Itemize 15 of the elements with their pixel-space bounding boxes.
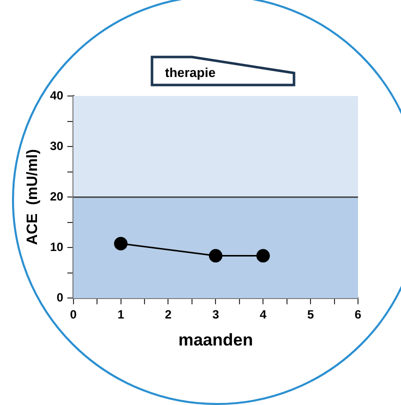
y-tick-label: 0 [56,290,64,305]
x-tick-label: 5 [307,308,314,322]
text: therapie [165,65,216,80]
x-tick-label: 2 [164,308,172,322]
x-tick-label: 3 [212,308,220,322]
y-tick-label: 40 [50,88,64,102]
x-tick-label: 0 [70,308,78,322]
x-axis-title: maanden [178,330,253,350]
x-tick-label: 6 [354,308,362,322]
x-tick-label: 4 [260,308,267,322]
y-tick-label: 10 [50,240,64,254]
y-axis-title: ACE (mU/ml) [24,149,42,246]
y-tick-label: 30 [50,138,64,153]
x-tick-label: 1 [117,308,124,322]
y-tick-label: 20 [50,189,64,204]
